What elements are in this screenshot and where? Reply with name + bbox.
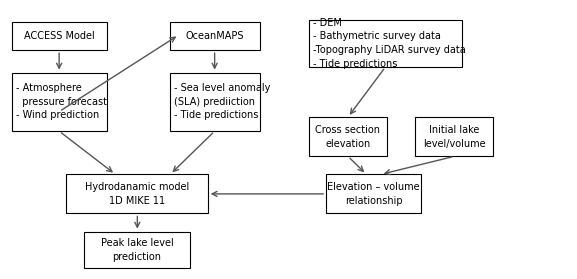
FancyBboxPatch shape: [170, 22, 260, 50]
Text: Elevation – volume
relationship: Elevation – volume relationship: [327, 182, 420, 206]
FancyBboxPatch shape: [12, 73, 107, 131]
Text: Initial lake
level/volume: Initial lake level/volume: [423, 125, 486, 148]
FancyBboxPatch shape: [170, 73, 260, 131]
FancyBboxPatch shape: [12, 22, 107, 50]
Text: Peak lake level
prediction: Peak lake level prediction: [100, 238, 174, 261]
Text: OceanMAPS: OceanMAPS: [186, 31, 244, 41]
Text: Hydrodanamic model
1D MIKE 11: Hydrodanamic model 1D MIKE 11: [85, 182, 189, 206]
FancyBboxPatch shape: [84, 232, 190, 268]
Text: - DEM
- Bathymetric survey data
-Topography LiDAR survey data
- Tide predictions: - DEM - Bathymetric survey data -Topogra…: [313, 18, 466, 69]
FancyBboxPatch shape: [415, 117, 493, 156]
Text: ACCESS Model: ACCESS Model: [24, 31, 95, 41]
Text: - Atmosphere
  pressure forecast
- Wind prediction: - Atmosphere pressure forecast - Wind pr…: [16, 83, 107, 121]
FancyBboxPatch shape: [66, 174, 208, 213]
Text: Cross section
elevation: Cross section elevation: [315, 125, 380, 148]
FancyBboxPatch shape: [309, 117, 387, 156]
FancyBboxPatch shape: [309, 20, 462, 67]
Text: - Sea level anomaly
(SLA) prediiction
- Tide predictions: - Sea level anomaly (SLA) prediiction - …: [174, 83, 271, 121]
FancyBboxPatch shape: [326, 174, 421, 213]
